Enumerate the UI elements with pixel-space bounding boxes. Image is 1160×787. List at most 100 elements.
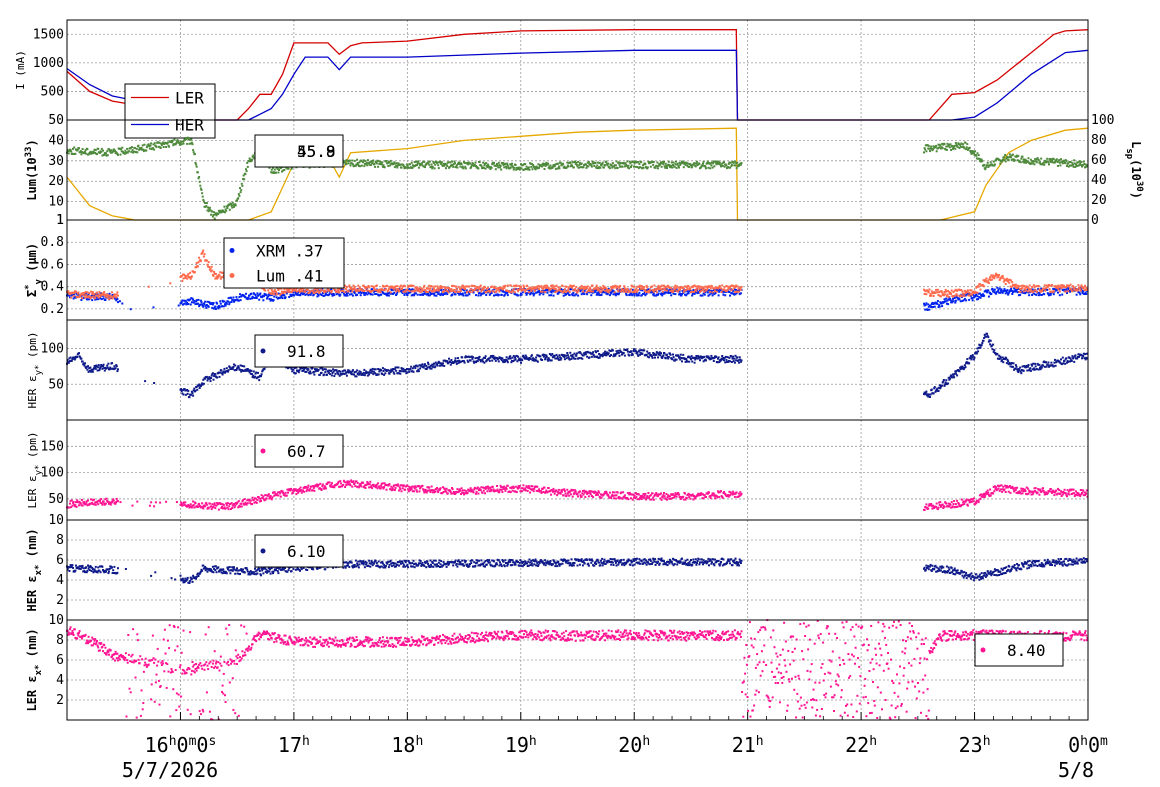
data-point: [489, 360, 491, 362]
data-point: [944, 298, 946, 300]
data-point: [532, 168, 534, 170]
data-point: [243, 175, 245, 177]
data-point: [114, 293, 116, 295]
data-point: [941, 305, 943, 307]
data-point: [468, 356, 470, 358]
data-point: [525, 289, 527, 291]
data-point: [399, 164, 401, 166]
data-point: [192, 149, 194, 151]
data-point: [171, 141, 173, 143]
data-point: [623, 352, 625, 354]
data-point: [643, 167, 645, 169]
data-point: [665, 163, 667, 165]
data-point: [476, 288, 478, 290]
data-point: [599, 162, 601, 164]
data-point: [159, 142, 161, 144]
panel-3-ytick-3: 0.8: [41, 235, 64, 250]
data-point: [1028, 157, 1030, 159]
data-point: [547, 292, 549, 294]
data-point: [368, 374, 370, 376]
data-point: [223, 206, 225, 208]
data-point: [951, 145, 953, 147]
data-point: [673, 286, 675, 288]
data-point: [398, 367, 400, 369]
data-point: [1015, 284, 1017, 286]
data-point: [381, 373, 383, 375]
data-point: [206, 260, 208, 262]
data-point: [696, 161, 698, 163]
panel-2-ytick-right-2: 40: [1091, 173, 1107, 188]
data-point: [387, 369, 389, 371]
data-point: [330, 370, 332, 372]
data-point: [950, 149, 952, 151]
data-point: [945, 300, 947, 302]
data-point: [405, 167, 407, 169]
data-point: [564, 288, 566, 290]
series-line: [67, 128, 1088, 220]
data-point: [378, 373, 380, 375]
data-point: [569, 352, 571, 354]
data-point: [626, 160, 628, 162]
data-point: [458, 291, 460, 293]
data-point: [728, 291, 730, 293]
data-point: [97, 370, 99, 372]
data-point: [657, 167, 659, 169]
data-point: [243, 365, 245, 367]
data-point: [227, 301, 229, 303]
data-point: [351, 160, 353, 162]
data-point: [437, 365, 439, 367]
panel-2-ylabel: Lum(1033): [24, 139, 39, 200]
data-point: [637, 355, 639, 357]
data-point: [367, 159, 369, 161]
data-point: [332, 368, 334, 370]
data-point: [461, 287, 463, 289]
data-point: [724, 294, 726, 296]
data-point: [1085, 287, 1087, 289]
data-point: [366, 162, 368, 164]
data-point: [479, 292, 481, 294]
ylabel-main: Lum(10: [25, 157, 39, 200]
data-point: [502, 162, 504, 164]
data-point: [208, 261, 210, 263]
data-point: [483, 362, 485, 364]
data-point: [501, 357, 503, 359]
data-point: [240, 189, 242, 191]
data-point: [419, 368, 421, 370]
data-point: [712, 294, 714, 296]
data-point: [710, 287, 712, 289]
data-point: [374, 372, 376, 374]
data-point: [1053, 293, 1055, 295]
data-point: [313, 374, 315, 376]
data-point: [510, 285, 512, 287]
data-point: [1048, 163, 1050, 165]
data-point: [201, 192, 203, 194]
data-point: [377, 166, 379, 168]
data-point: [513, 288, 515, 290]
data-point: [581, 358, 583, 360]
data-point: [339, 294, 341, 296]
data-point: [980, 289, 982, 291]
data-point: [194, 153, 196, 155]
data-point: [434, 295, 436, 297]
data-point: [937, 300, 939, 302]
data-point: [1071, 290, 1073, 292]
data-point: [620, 351, 622, 353]
legend-label: HER: [175, 116, 204, 135]
data-point: [980, 297, 982, 299]
data-point: [236, 200, 238, 202]
data-point: [993, 277, 995, 279]
data-point: [195, 303, 197, 305]
data-point: [348, 162, 350, 164]
data-point: [214, 373, 216, 375]
data-point: [989, 276, 991, 278]
data-point: [500, 169, 502, 171]
data-point: [470, 360, 472, 362]
data-point: [923, 303, 925, 305]
data-point: [483, 167, 485, 169]
data-point: [437, 293, 439, 295]
data-point: [589, 356, 591, 358]
data-point: [930, 306, 932, 308]
data-point: [338, 291, 340, 293]
data-point: [359, 165, 361, 167]
